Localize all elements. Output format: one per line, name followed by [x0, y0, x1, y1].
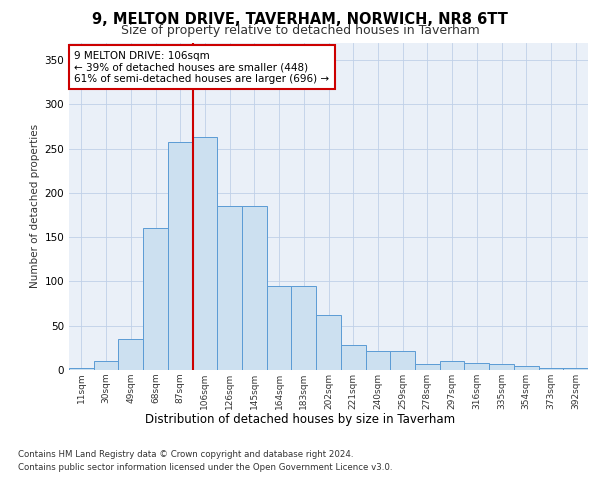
Bar: [118, 339, 143, 370]
Bar: [563, 368, 588, 370]
Bar: [415, 364, 440, 370]
Bar: [69, 368, 94, 370]
Text: 9, MELTON DRIVE, TAVERHAM, NORWICH, NR8 6TT: 9, MELTON DRIVE, TAVERHAM, NORWICH, NR8 …: [92, 12, 508, 28]
Bar: [489, 364, 514, 370]
Text: Contains public sector information licensed under the Open Government Licence v3: Contains public sector information licen…: [18, 462, 392, 471]
Bar: [464, 363, 489, 370]
Bar: [143, 228, 168, 370]
Bar: [316, 315, 341, 370]
Bar: [539, 368, 563, 370]
Text: 9 MELTON DRIVE: 106sqm
← 39% of detached houses are smaller (448)
61% of semi-de: 9 MELTON DRIVE: 106sqm ← 39% of detached…: [74, 50, 329, 84]
Bar: [267, 286, 292, 370]
Bar: [242, 206, 267, 370]
Bar: [514, 366, 539, 370]
Bar: [341, 345, 365, 370]
Text: Size of property relative to detached houses in Taverham: Size of property relative to detached ho…: [121, 24, 479, 37]
Bar: [193, 137, 217, 370]
Bar: [168, 142, 193, 370]
Bar: [292, 286, 316, 370]
Bar: [217, 206, 242, 370]
Text: Distribution of detached houses by size in Taverham: Distribution of detached houses by size …: [145, 412, 455, 426]
Y-axis label: Number of detached properties: Number of detached properties: [30, 124, 40, 288]
Bar: [94, 361, 118, 370]
Text: Contains HM Land Registry data © Crown copyright and database right 2024.: Contains HM Land Registry data © Crown c…: [18, 450, 353, 459]
Bar: [390, 350, 415, 370]
Bar: [440, 361, 464, 370]
Bar: [365, 350, 390, 370]
